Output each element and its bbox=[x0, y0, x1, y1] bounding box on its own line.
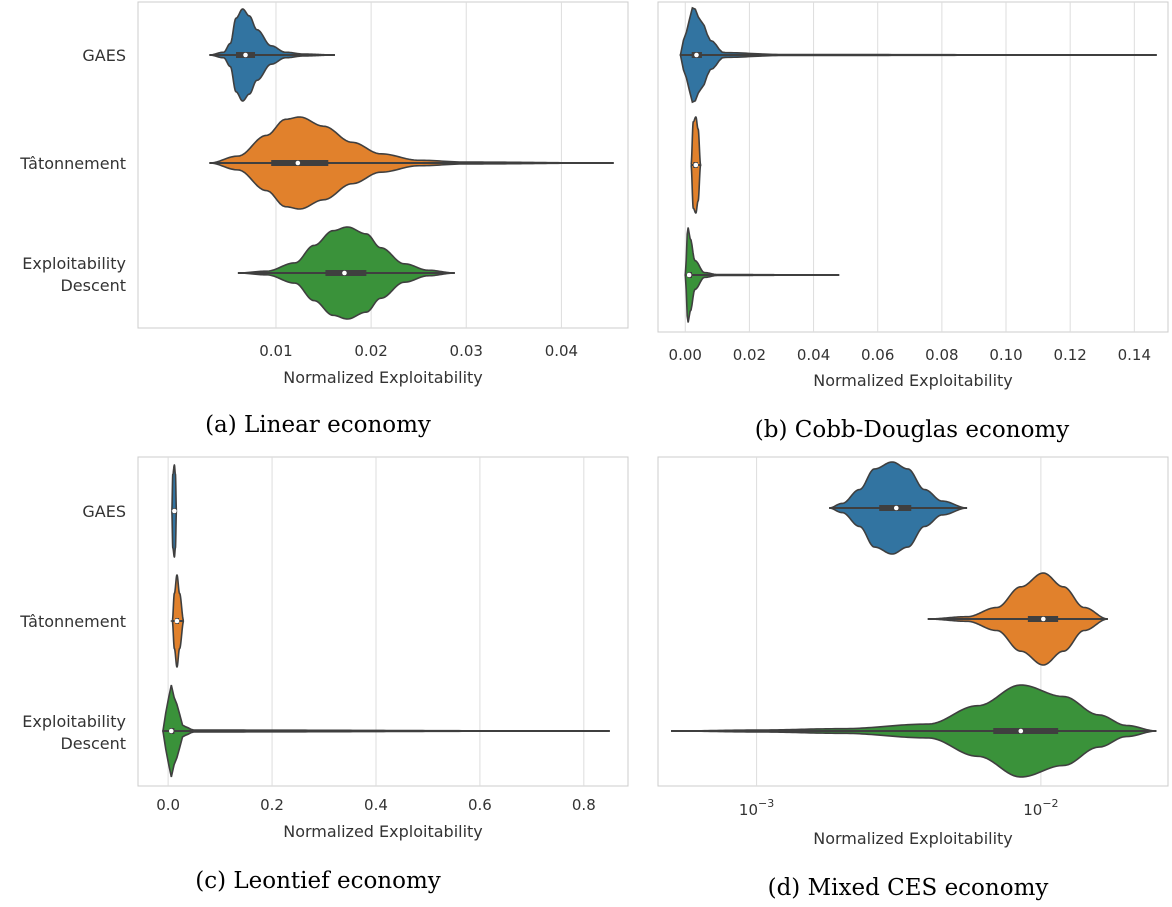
x-tick-label: 0.12 bbox=[1053, 346, 1086, 364]
violin-median bbox=[342, 270, 347, 276]
subfigure-caption: (b) Cobb-Douglas economy bbox=[755, 417, 1069, 443]
violin-median bbox=[174, 618, 180, 624]
violin-gaes bbox=[209, 8, 335, 102]
x-axis-title: Normalized Exploitability bbox=[813, 371, 1013, 390]
plot-frame bbox=[137, 1, 629, 329]
violin-median bbox=[1018, 728, 1024, 734]
violin-median bbox=[693, 162, 699, 168]
x-tick-label: 10−2 bbox=[1023, 797, 1058, 819]
chart-cobb-douglas-economy: 0.00 0.02 0.04 0.06 0.08 0.10 0.12 0.14 Normaliz… bbox=[657, 1, 1169, 443]
chart-mixed-ces-economy: 10−3 10−2 Normalized Exploitability (d) Mix… bbox=[657, 456, 1169, 901]
subfigure-caption: (d) Mixed CES economy bbox=[768, 875, 1049, 901]
plot-frame bbox=[657, 1, 1169, 333]
x-tick-label: 0.02 bbox=[354, 342, 387, 360]
plot-frame bbox=[137, 456, 629, 787]
x-tick-label: 0.01 bbox=[259, 342, 292, 360]
x-tick-label: 0.06 bbox=[861, 346, 894, 364]
violin-exploitability-descent bbox=[684, 227, 840, 323]
violin-t-tonnement bbox=[209, 116, 614, 210]
violin-exploitability-descent bbox=[162, 684, 610, 778]
category-label: Exploitability Descent bbox=[22, 254, 126, 295]
violin-gaes bbox=[679, 6, 1157, 104]
violin-t-tonnement bbox=[927, 572, 1108, 666]
plot-frame bbox=[657, 456, 1169, 787]
x-tick-label: 0.04 bbox=[545, 342, 578, 360]
subfigure-caption: (a) Linear economy bbox=[205, 412, 431, 438]
x-tick-label: 0.14 bbox=[1118, 346, 1151, 364]
violin-gaes bbox=[829, 461, 968, 555]
violin-median bbox=[694, 52, 699, 58]
x-tick-label: 0.03 bbox=[450, 342, 483, 360]
violin-exploitability-descent bbox=[671, 684, 1157, 778]
x-tick-label: 0.10 bbox=[989, 346, 1022, 364]
violin-median bbox=[295, 160, 301, 166]
x-tick-label: 0.08 bbox=[925, 346, 958, 364]
subfigure-caption: (c) Leontief economy bbox=[195, 868, 441, 894]
violin-gaes bbox=[171, 464, 178, 558]
category-label: Tâtonnement bbox=[19, 154, 126, 173]
x-tick-label: 0.0 bbox=[156, 796, 180, 814]
violin-exploitability-descent bbox=[237, 226, 455, 320]
x-tick-label: 0.6 bbox=[468, 796, 492, 814]
x-tick-label: 0.4 bbox=[364, 796, 388, 814]
x-axis-title: Normalized Exploitability bbox=[283, 368, 483, 387]
x-tick-label: 0.8 bbox=[572, 796, 596, 814]
chart-leontief-economy: 0.0 0.2 0.4 0.6 0.8 Normalized Exploitability… bbox=[19, 456, 629, 894]
category-label: GAES bbox=[82, 502, 126, 521]
violin-median bbox=[172, 508, 177, 514]
category-label: GAES bbox=[82, 46, 126, 65]
x-axis-title: Normalized Exploitability bbox=[283, 822, 483, 841]
violin-median bbox=[243, 52, 248, 58]
violin-median bbox=[168, 728, 174, 734]
x-tick-label: 0.04 bbox=[797, 346, 830, 364]
violin-median bbox=[686, 272, 692, 278]
category-label: Tâtonnement bbox=[19, 612, 126, 631]
chart-linear-economy: 0.01 0.02 0.03 0.04 Normalized Exploitabilit… bbox=[19, 1, 629, 438]
x-tick-label: 0.2 bbox=[260, 796, 284, 814]
violin-t-tonnement bbox=[170, 574, 185, 668]
violin-median bbox=[893, 505, 899, 511]
x-tick-label: 0.02 bbox=[733, 346, 766, 364]
category-label: Exploitability Descent bbox=[22, 712, 126, 753]
x-tick-label: 10−3 bbox=[739, 797, 774, 819]
violin-median bbox=[1041, 616, 1046, 622]
x-axis-title: Normalized Exploitability bbox=[813, 829, 1013, 848]
x-tick-label: 0.00 bbox=[669, 346, 702, 364]
violin-t-tonnement bbox=[690, 116, 702, 214]
